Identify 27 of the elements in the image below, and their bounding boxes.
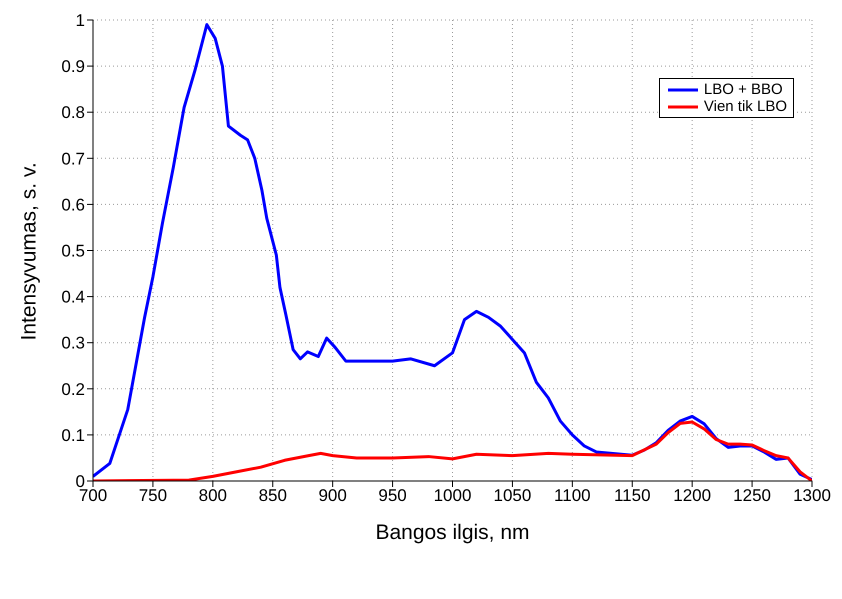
x-tick-label: 1150 <box>614 486 651 506</box>
y-tick-label: 0.5 <box>61 242 85 261</box>
legend-label: Vien tik LBO <box>704 98 787 115</box>
x-tick-label: 900 <box>318 486 347 506</box>
y-tick-label: 0.7 <box>61 149 85 168</box>
x-tick-label: 1100 <box>554 486 591 506</box>
x-tick-label: 800 <box>198 486 228 506</box>
x-tick-label: 1000 <box>434 486 472 506</box>
y-tick-label: 0.2 <box>61 380 85 399</box>
y-tick-label: 0.3 <box>61 334 85 353</box>
x-tick-label: 850 <box>258 486 287 506</box>
y-tick-label: 0.8 <box>61 103 85 122</box>
x-axis-title: Bangos ilgis, nm <box>375 521 530 544</box>
x-tick-label: 950 <box>378 486 407 506</box>
y-tick-label: 0.6 <box>61 195 85 214</box>
x-tick-label: 1200 <box>673 486 712 506</box>
y-tick-label: 0.9 <box>61 57 85 76</box>
y-tick-label: 0.4 <box>61 288 85 307</box>
x-tick-label: 1300 <box>793 486 831 506</box>
x-tick-label: 1250 <box>733 486 771 506</box>
y-tick-label: 0.1 <box>61 426 85 445</box>
legend-label: LBO + BBO <box>704 81 783 98</box>
x-tick-label: 700 <box>78 486 108 506</box>
x-tick-label: 750 <box>138 486 168 506</box>
y-tick-label: 1 <box>76 11 85 30</box>
x-tick-label: 1050 <box>494 486 532 506</box>
y-axis-title: Intensyvumas, s. v. <box>17 162 40 340</box>
